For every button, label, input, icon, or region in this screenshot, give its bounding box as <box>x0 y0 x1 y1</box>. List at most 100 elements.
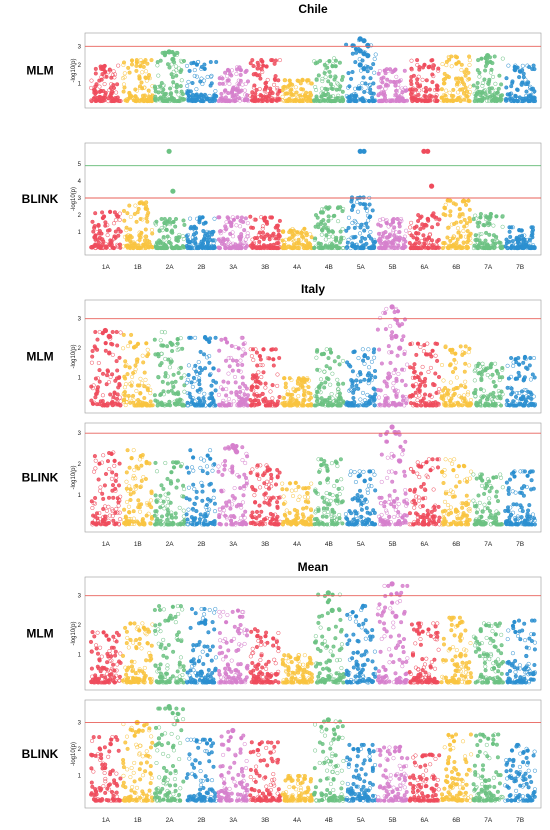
snp-point <box>295 230 300 235</box>
snp-point <box>156 73 161 78</box>
snp-point <box>346 71 351 76</box>
snp-point <box>458 219 463 224</box>
snp-point <box>512 64 517 70</box>
snp-point <box>402 68 407 73</box>
snp-point <box>261 237 266 242</box>
snp-point <box>242 392 247 397</box>
snp-point <box>135 519 140 524</box>
snp-point <box>228 514 234 519</box>
snp-point <box>441 81 446 86</box>
snp-point <box>451 393 456 398</box>
snp-point <box>135 210 140 215</box>
snp-point <box>94 391 99 396</box>
snp-point <box>155 400 160 405</box>
snp-point <box>224 522 229 527</box>
snp-point <box>188 335 193 340</box>
snp-point <box>95 237 100 242</box>
snp-point <box>200 245 205 250</box>
snp-point <box>309 403 314 408</box>
x-tick-label: 5A <box>357 264 366 271</box>
snp-point <box>251 98 256 104</box>
snp-point <box>301 378 306 383</box>
snp-point <box>504 76 509 81</box>
snp-point <box>240 335 245 340</box>
snp-point <box>436 66 441 71</box>
snp-point <box>209 520 214 525</box>
snp-point <box>117 355 122 360</box>
snp-point <box>168 403 173 408</box>
snp-point <box>101 517 106 522</box>
snp-point <box>467 99 472 104</box>
snp-point <box>116 385 121 390</box>
snp-point <box>243 397 248 402</box>
snp-point <box>324 364 329 369</box>
snp-point <box>143 58 148 63</box>
snp-point <box>352 400 357 405</box>
snp-point <box>209 383 214 388</box>
snp-point <box>207 403 212 408</box>
x-tick-label: 3B <box>261 264 269 271</box>
snp-point <box>423 383 428 388</box>
snp-point <box>517 69 522 74</box>
snp-point <box>255 246 260 251</box>
snp-point <box>110 399 115 405</box>
snp-point <box>486 403 491 408</box>
snp-point <box>241 513 246 518</box>
snp-point <box>407 394 413 399</box>
snp-point <box>515 376 520 381</box>
significant-snp-point <box>393 333 399 339</box>
snp-point <box>528 355 533 361</box>
snp-point <box>187 246 192 251</box>
snp-point <box>98 399 103 404</box>
snp-point <box>198 349 203 354</box>
snp-point <box>256 63 261 68</box>
snp-point <box>225 67 231 73</box>
snp-point <box>171 465 177 470</box>
snp-point <box>110 372 115 377</box>
snp-point <box>339 77 345 82</box>
snp-point <box>453 202 458 207</box>
snp-point <box>431 66 436 71</box>
snp-point <box>184 233 189 239</box>
snp-point <box>347 84 352 89</box>
snp-point <box>173 511 178 516</box>
snp-point <box>315 215 320 220</box>
snp-point <box>299 98 304 103</box>
snp-point <box>153 493 158 498</box>
snp-point <box>115 368 120 373</box>
snp-point <box>359 514 364 519</box>
snp-point <box>236 243 241 248</box>
snp-point <box>165 507 170 512</box>
snp-point <box>340 521 345 526</box>
snp-point <box>147 403 152 408</box>
snp-point <box>144 341 149 346</box>
snp-point <box>229 89 235 94</box>
snp-point <box>478 387 483 392</box>
snp-point <box>358 372 363 377</box>
snp-point <box>273 245 278 251</box>
snp-point <box>329 403 335 408</box>
y-tick-label: 3 <box>78 317 82 323</box>
snp-point <box>467 346 472 351</box>
snp-point <box>515 87 520 93</box>
method-label: MLM <box>26 64 53 78</box>
snp-point <box>418 371 424 376</box>
snp-point <box>349 207 355 213</box>
snp-point <box>268 519 273 524</box>
snp-point <box>303 93 308 98</box>
snp-point <box>408 342 413 347</box>
snp-point <box>143 227 148 232</box>
snp-point <box>390 220 396 225</box>
snp-point <box>243 216 248 221</box>
snp-point <box>490 372 495 377</box>
snp-point <box>258 92 263 98</box>
snp-point <box>127 90 132 95</box>
snp-point <box>93 233 98 238</box>
snp-point <box>173 515 178 520</box>
snp-point <box>376 231 382 236</box>
snp-point <box>181 58 187 64</box>
snp-point <box>355 403 361 408</box>
snp-point <box>454 240 459 245</box>
snp-point <box>314 394 319 399</box>
